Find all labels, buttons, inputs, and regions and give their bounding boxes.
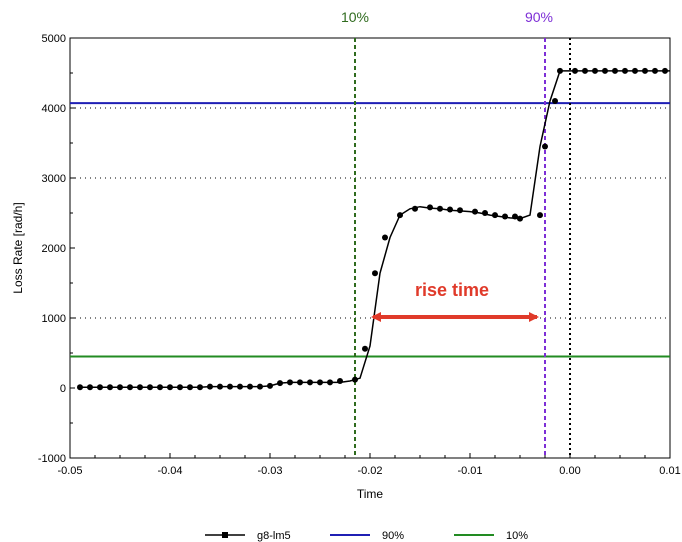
grid-lines (70, 107, 670, 319)
x-tick-label: 0.00 (559, 465, 580, 477)
data-point (277, 380, 283, 387)
y-tick-label: 3000 (42, 173, 66, 185)
data-point (207, 383, 213, 390)
data-point (382, 234, 388, 241)
data-point (227, 383, 233, 390)
data-point (327, 379, 333, 386)
data-point (397, 212, 403, 219)
data-point (612, 67, 618, 74)
y-tick-label: 0 (60, 383, 66, 395)
data-point (267, 382, 273, 389)
x-axis-title: Time (357, 487, 384, 501)
data-point (662, 67, 668, 74)
y-tick-label: 4000 (42, 103, 66, 115)
data-point (287, 379, 293, 386)
data-point (257, 383, 263, 390)
data-point (492, 212, 498, 219)
data-point (372, 270, 378, 277)
data-point (622, 67, 628, 74)
x-tick-label: -0.04 (157, 465, 182, 477)
y-ticks (70, 37, 75, 459)
x-tick-label: -0.05 (57, 465, 82, 477)
x-tick-label: 0.01 (659, 465, 680, 477)
data-point (632, 67, 638, 74)
data-point (217, 383, 223, 390)
x-tick-label: -0.03 (257, 465, 282, 477)
legend-label: 10% (506, 530, 528, 542)
data-point (652, 67, 658, 74)
legend: g8-lm5 90% 10% (205, 530, 528, 542)
data-point (187, 384, 193, 391)
legend-label: 90% (382, 530, 404, 542)
data-point (147, 384, 153, 391)
data-point (352, 376, 358, 383)
data-point (592, 67, 598, 74)
data-point (247, 383, 253, 390)
data-point (137, 384, 143, 391)
data-point (557, 67, 563, 74)
data-point (572, 67, 578, 74)
data-point (552, 98, 558, 104)
data-point (317, 379, 323, 386)
data-point (642, 67, 648, 74)
legend-marker (222, 532, 228, 538)
data-point (97, 384, 103, 391)
y-tick-label: 1000 (42, 313, 66, 325)
data-point (457, 207, 463, 214)
x-tick-label: -0.02 (357, 465, 382, 477)
data-point (362, 345, 368, 352)
data-point (517, 215, 523, 222)
y-tick-label: 2000 (42, 243, 66, 255)
data-point (297, 379, 303, 386)
vertical-marker-lines (354, 38, 571, 458)
series-line (80, 70, 670, 389)
data-point (502, 213, 508, 220)
data-point (472, 208, 478, 215)
data-point (512, 213, 518, 220)
data-point (337, 378, 343, 384)
data-point (167, 384, 173, 391)
data-point (542, 143, 548, 150)
data-point (437, 205, 443, 212)
data-point (77, 384, 83, 391)
data-point (87, 384, 93, 391)
vline-label-10: 10% (341, 9, 369, 25)
data-point (177, 384, 183, 391)
series-g8-lm5 (77, 67, 670, 391)
data-point (602, 67, 608, 74)
x-tick-label: -0.01 (457, 465, 482, 477)
y-tick-label: -1000 (38, 453, 66, 465)
data-point (582, 67, 588, 74)
plot-frame (69, 37, 671, 459)
data-point (157, 384, 163, 391)
data-point (412, 205, 418, 212)
data-point (127, 384, 133, 391)
vline-label-90: 90% (525, 9, 553, 25)
x-tick-labels: -0.05 -0.04 -0.03 -0.02 -0.01 0.00 0.01 (57, 465, 680, 477)
data-point (427, 204, 433, 211)
y-axis-title: Loss Rate [rad/h] (11, 202, 25, 293)
y-tick-labels: -1000 0 1000 2000 3000 4000 5000 (38, 33, 66, 465)
data-point (197, 384, 203, 391)
data-point (307, 379, 313, 386)
data-point (447, 206, 453, 213)
x-ticks (69, 453, 671, 458)
data-point (107, 384, 113, 391)
data-point (482, 210, 488, 216)
legend-label: g8-lm5 (257, 530, 291, 542)
data-point (117, 384, 123, 391)
data-point (537, 212, 543, 219)
rise-time-label: rise time (415, 280, 489, 300)
y-tick-label: 5000 (42, 33, 66, 45)
data-point (237, 383, 243, 390)
